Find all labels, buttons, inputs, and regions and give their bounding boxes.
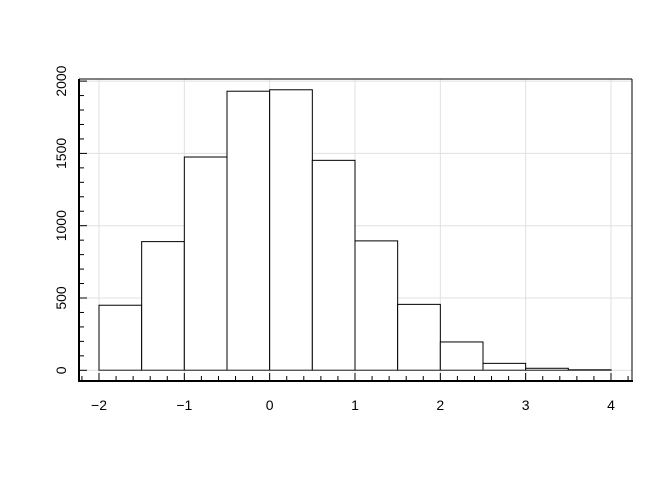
y-tick-label: 2000 — [53, 65, 69, 96]
y-tick-label: 0 — [53, 366, 69, 374]
histogram-bar — [183, 156, 228, 371]
x-tick-label: 0 — [266, 397, 274, 413]
x-tick-label: 3 — [522, 397, 530, 413]
histogram-bar — [482, 362, 527, 371]
histogram-bar — [354, 240, 399, 371]
y-tick-label: 500 — [53, 286, 69, 310]
histogram-bar — [397, 303, 441, 371]
x-tick-label: 2 — [436, 397, 444, 413]
x-tick-label: 1 — [351, 397, 359, 413]
histogram-bar — [141, 241, 185, 371]
histogram-bar — [311, 159, 356, 371]
x-tick-label: 4 — [607, 397, 615, 413]
histogram-bar — [439, 341, 484, 371]
x-tick-label: −2 — [91, 397, 107, 413]
x-tick-label: −1 — [176, 397, 192, 413]
histogram-bar — [226, 90, 271, 371]
y-tick-label: 1500 — [53, 138, 69, 169]
histogram-bar — [98, 304, 143, 371]
histogram-bar — [269, 89, 313, 371]
y-tick-label: 1000 — [53, 210, 69, 241]
